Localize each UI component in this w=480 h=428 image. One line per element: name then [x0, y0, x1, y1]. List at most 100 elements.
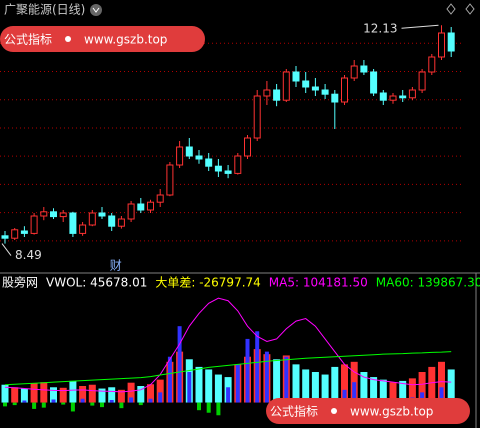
- order-diff-bar: [109, 400, 114, 403]
- menu-button[interactable]: [90, 4, 102, 16]
- volume-bar: [438, 361, 445, 403]
- candle-body: [360, 65, 368, 73]
- volume-bar: [408, 378, 416, 403]
- volume-bar: [11, 387, 19, 403]
- volume-bar: [360, 372, 368, 403]
- low-label: 8.49: [15, 248, 42, 262]
- candle-body: [205, 158, 213, 167]
- high-label: 12.13: [363, 22, 397, 36]
- volume-bar: [292, 364, 300, 403]
- order-diff-bar: [226, 387, 231, 403]
- volume-bar: [20, 388, 28, 403]
- order-diff-bar: [439, 387, 444, 403]
- order-diff-bar: [255, 331, 260, 403]
- order-diff-bar: [206, 402, 211, 413]
- indicator-label: 股旁网: [2, 275, 38, 290]
- candle-body: [137, 203, 145, 211]
- volume-bar: [331, 366, 339, 403]
- order-diff-bar: [342, 389, 347, 403]
- candle-body: [321, 89, 329, 95]
- volume-bar: [341, 364, 348, 403]
- candle-body: [234, 155, 242, 174]
- candle-body: [389, 95, 397, 101]
- order-diff-bar: [352, 382, 357, 403]
- candle-body: [408, 89, 416, 99]
- low-arrow: [1, 243, 12, 256]
- order-diff-bar: [420, 392, 425, 403]
- candle-body: [302, 80, 310, 88]
- candle-body: [311, 86, 319, 91]
- candle-body: [147, 201, 154, 211]
- candle-body: [350, 65, 358, 79]
- diamond-icon: [465, 3, 475, 15]
- indicator-label: MA5: 104181.50: [269, 276, 368, 290]
- candle-body: [224, 170, 232, 174]
- volume-bar: [214, 374, 222, 403]
- order-diff-bar: [216, 402, 221, 416]
- candle-body: [79, 224, 87, 234]
- order-diff-bar: [100, 402, 104, 408]
- volume-bar: [273, 359, 281, 403]
- volume-bar: [205, 369, 213, 403]
- watermark-tag: 公式指标: [270, 404, 318, 419]
- order-diff-bar: [3, 402, 7, 407]
- candle-body: [341, 77, 348, 103]
- candle-body: [418, 71, 426, 91]
- order-diff-bar: [167, 356, 172, 403]
- candle-body: [127, 203, 135, 220]
- volume-bar: [156, 379, 164, 403]
- order-diff-bar: [32, 402, 37, 409]
- volume-bar: [195, 366, 203, 403]
- order-diff-bar: [264, 351, 269, 403]
- volume-bar: [137, 386, 145, 403]
- volume-bar: [399, 380, 407, 403]
- watermark-dot: [331, 408, 337, 414]
- candle-body: [11, 229, 19, 239]
- order-diff-bar: [22, 400, 27, 403]
- candle-body: [379, 92, 387, 101]
- order-diff-bar: [177, 326, 182, 403]
- watermark-box: [266, 398, 470, 424]
- watermark-url: www.gszb.top: [84, 33, 167, 47]
- volume-bar: [147, 384, 154, 403]
- candle-body: [370, 71, 378, 94]
- candle-body: [244, 137, 251, 157]
- order-diff-bar: [119, 402, 124, 409]
- volume-bar: [389, 382, 397, 403]
- volume-bar: [370, 377, 378, 403]
- order-diff-bar: [284, 356, 289, 403]
- order-diff-bar: [138, 402, 143, 406]
- volume-bar: [302, 369, 310, 403]
- volume-bar: [311, 372, 319, 403]
- watermark-dot: [65, 36, 71, 42]
- candle-body: [273, 89, 281, 101]
- order-diff-bar: [187, 372, 192, 403]
- watermark: 公式指标 www.gszb.top: [266, 398, 470, 424]
- volume-bar: [50, 387, 57, 403]
- order-diff-bar: [158, 392, 163, 403]
- order-diff-bar: [61, 402, 66, 405]
- volume-bar: [127, 382, 135, 403]
- candle-body: [195, 155, 203, 160]
- candle-body: [69, 212, 77, 234]
- indicator-label: VWOL: 45678.01: [46, 276, 147, 290]
- diamond-icon: [446, 3, 456, 15]
- volume-bar: [447, 369, 455, 403]
- candle-body: [185, 146, 193, 157]
- event-marker: 财: [110, 259, 122, 273]
- order-diff-bar: [41, 402, 46, 408]
- volume-bar: [428, 366, 436, 403]
- volume-bar: [40, 382, 48, 403]
- candle-body: [88, 212, 96, 226]
- watermark-tag: 公式指标: [4, 32, 52, 47]
- order-diff-bar: [197, 402, 201, 411]
- candle-body: [447, 32, 455, 52]
- candle-body: [428, 56, 436, 73]
- candle-body: [253, 95, 261, 139]
- candle-body: [176, 146, 184, 166]
- candle-body: [50, 211, 57, 218]
- order-diff-bar: [245, 338, 250, 403]
- candle-body: [1, 235, 9, 239]
- indicator-label: 大单差: -26797.74: [155, 276, 260, 290]
